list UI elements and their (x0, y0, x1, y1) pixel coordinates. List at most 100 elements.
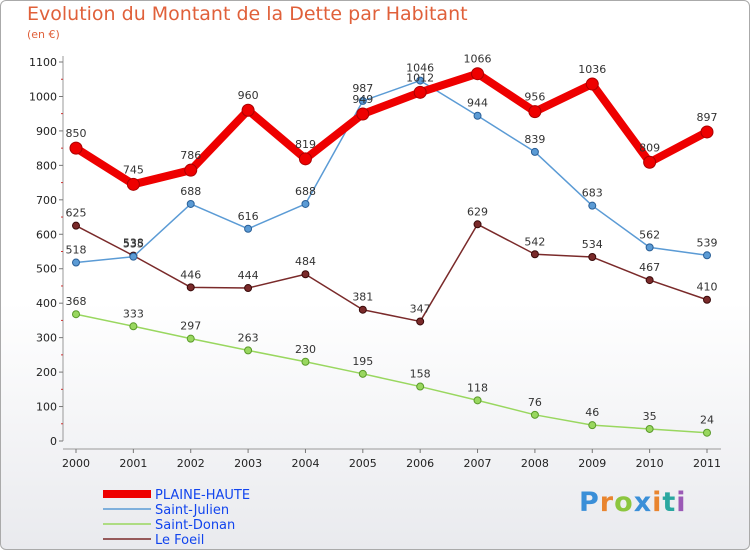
x-tick-label: 2002 (177, 457, 205, 470)
data-point (129, 322, 138, 331)
x-tick-label: 2000 (62, 457, 90, 470)
data-point (530, 410, 539, 419)
data-point (416, 382, 425, 391)
y-tick-label: 400 (36, 297, 57, 310)
data-point (301, 199, 310, 208)
x-tick-label: 2006 (406, 457, 434, 470)
data-point (413, 85, 427, 99)
data-point (416, 317, 425, 326)
logo-letter: r (599, 487, 615, 518)
data-point (703, 428, 711, 437)
data-point (530, 147, 539, 156)
data-point (186, 199, 195, 208)
data-point (298, 152, 312, 166)
data-label: 118 (467, 381, 488, 394)
data-label: 347 (410, 302, 431, 315)
data-point (471, 67, 485, 81)
data-label: 956 (524, 91, 545, 104)
x-tick-label: 2008 (521, 457, 549, 470)
data-label: 195 (352, 355, 373, 368)
data-point (645, 424, 654, 433)
y-tick-label: 700 (36, 194, 57, 207)
logo-letter: i (652, 487, 663, 518)
data-point (473, 220, 482, 229)
y-tick-label: 1000 (29, 90, 57, 103)
data-label: 539 (697, 236, 718, 249)
x-tick-label: 2005 (349, 457, 377, 470)
data-point (700, 125, 714, 139)
logo-letter: x (633, 487, 653, 518)
data-point (643, 155, 657, 169)
data-point (703, 295, 711, 304)
x-tick-label: 2011 (693, 457, 721, 470)
data-point (301, 357, 310, 366)
y-tick-label: 100 (36, 401, 57, 414)
data-point (588, 253, 597, 262)
x-tick-label: 2007 (464, 457, 492, 470)
data-label: 683 (582, 187, 603, 200)
y-tick-label: 800 (36, 159, 57, 172)
y-tick-label: 0 (50, 435, 57, 448)
data-label: 839 (524, 133, 545, 146)
data-point (184, 163, 198, 177)
data-point (69, 141, 83, 155)
data-label: 35 (643, 410, 657, 423)
data-point (645, 276, 654, 285)
data-label: 444 (238, 269, 259, 282)
data-label: 230 (295, 343, 316, 356)
data-label: 158 (410, 368, 431, 381)
logo-letter: o (614, 487, 634, 518)
logo-letter: t (662, 487, 677, 518)
y-tick-label: 300 (36, 332, 57, 345)
data-point (416, 76, 425, 85)
data-point (588, 421, 597, 430)
data-label: 625 (66, 207, 87, 220)
data-label: 410 (697, 281, 718, 294)
data-label: 381 (352, 291, 373, 304)
data-point (301, 270, 310, 279)
data-label: 333 (123, 307, 144, 320)
data-label: 1066 (464, 53, 492, 66)
data-label: 1012 (406, 71, 434, 84)
data-point (358, 369, 367, 378)
legend-label: Le Foeil (155, 533, 204, 548)
data-point (186, 283, 195, 292)
y-tick-label: 600 (36, 228, 57, 241)
legend-label: PLAINE-HAUTE (155, 488, 250, 503)
chart-title: Evolution du Montant de la Dette par Hab… (27, 3, 468, 25)
data-label: 534 (582, 238, 603, 251)
data-point (473, 111, 482, 120)
data-point (645, 243, 654, 252)
data-point (473, 396, 482, 405)
data-label: 809 (639, 141, 660, 154)
data-label: 897 (697, 111, 718, 124)
data-label: 629 (467, 205, 488, 218)
data-label: 850 (66, 127, 87, 140)
data-label: 76 (528, 396, 542, 409)
data-point (244, 346, 253, 355)
data-label: 562 (639, 228, 660, 241)
y-tick-label: 900 (36, 125, 57, 138)
x-tick-label: 2010 (636, 457, 664, 470)
series-line (75, 223, 708, 323)
data-labels: 368 333 297 263 230 195 158 118 76 46 35 24 625 538 44… (66, 53, 718, 427)
y-tick-label: 200 (36, 366, 57, 379)
data-label: 263 (238, 331, 259, 344)
data-label: 46 (585, 406, 599, 419)
series-line (75, 79, 708, 264)
x-tick-label: 2001 (119, 457, 147, 470)
series-line (72, 69, 711, 189)
data-label: 944 (467, 97, 488, 110)
data-label: 446 (180, 268, 201, 281)
data-label: 297 (180, 320, 201, 333)
y-tick-label: 1100 (29, 56, 57, 69)
proxiti-logo: Proxiti (579, 487, 687, 518)
axes: 0 100 200 300 400 500 600 700 800 900 1000 1100 2000… (29, 56, 721, 470)
data-label: 688 (295, 185, 316, 198)
data-point (244, 224, 253, 233)
chart-subtitle: (en €) (27, 28, 60, 41)
data-label: 987 (352, 82, 373, 95)
data-label: 745 (123, 163, 144, 176)
